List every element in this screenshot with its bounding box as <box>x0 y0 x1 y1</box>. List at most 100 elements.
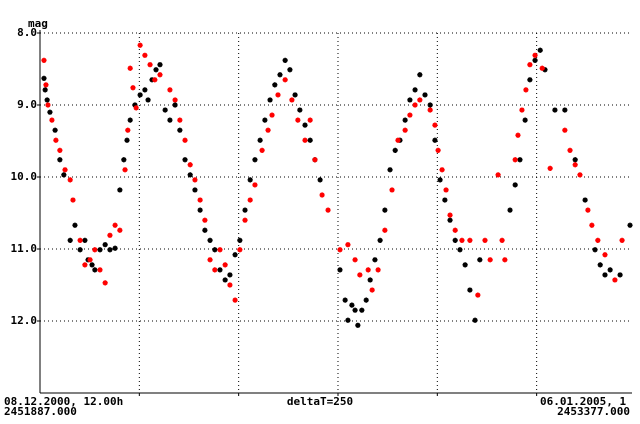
data-point <box>287 67 293 73</box>
data-point <box>412 102 418 108</box>
x-start-jd: 2451887.000 <box>4 405 77 418</box>
data-point <box>619 237 625 243</box>
data-point <box>137 92 143 98</box>
data-point <box>402 117 408 123</box>
data-point <box>389 187 395 193</box>
data-point <box>597 262 603 268</box>
data-point <box>45 102 51 108</box>
data-point <box>325 207 331 213</box>
data-point <box>317 177 323 183</box>
data-point <box>132 102 138 108</box>
data-point <box>589 222 595 228</box>
data-point <box>67 177 73 183</box>
data-point <box>62 167 68 173</box>
data-point <box>352 257 358 263</box>
x-step: deltaT=250 <box>287 395 353 408</box>
data-point <box>47 109 53 115</box>
data-point <box>375 267 381 273</box>
data-point <box>172 102 178 108</box>
data-point <box>77 247 83 253</box>
data-point <box>97 267 103 273</box>
data-point <box>232 252 238 258</box>
data-point <box>459 237 465 243</box>
data-point <box>365 267 371 273</box>
data-point <box>272 82 278 88</box>
data-point <box>197 207 203 213</box>
data-point <box>112 245 118 251</box>
data-point <box>130 85 136 91</box>
data-point <box>44 97 50 103</box>
data-point <box>82 262 88 268</box>
data-point <box>527 62 533 68</box>
data-point <box>427 107 433 113</box>
data-point <box>177 127 183 133</box>
data-point <box>552 107 558 113</box>
data-point <box>447 217 453 223</box>
data-point <box>122 167 128 173</box>
data-point <box>363 297 369 303</box>
data-point <box>107 232 113 238</box>
data-point <box>432 137 438 143</box>
data-point <box>372 257 378 263</box>
data-point <box>345 317 351 323</box>
data-point <box>345 242 351 248</box>
data-point <box>53 137 59 143</box>
y-tick-label: 11.0 <box>11 242 38 255</box>
data-point <box>617 272 623 278</box>
data-point <box>277 72 283 78</box>
data-point <box>439 167 445 173</box>
data-point <box>462 262 468 268</box>
data-point <box>237 237 243 243</box>
data-point <box>567 147 573 153</box>
data-point <box>585 207 591 213</box>
data-point <box>202 217 208 223</box>
data-point <box>302 137 308 143</box>
data-point <box>127 65 133 71</box>
data-point <box>307 137 313 143</box>
data-point <box>527 77 533 83</box>
data-point <box>127 117 133 123</box>
data-point <box>572 162 578 168</box>
data-point <box>592 247 598 253</box>
data-point <box>355 322 361 328</box>
data-point <box>467 287 473 293</box>
x-end-date: 06.01.2005, 1 <box>540 395 626 408</box>
data-point <box>49 117 55 123</box>
data-point <box>447 212 453 218</box>
data-point <box>612 277 618 283</box>
data-point <box>117 187 123 193</box>
data-point <box>142 87 148 93</box>
data-point <box>582 197 588 203</box>
data-point <box>157 72 163 78</box>
data-point <box>227 272 233 278</box>
data-point <box>407 97 413 103</box>
data-point <box>297 107 303 113</box>
data-point <box>537 47 543 53</box>
data-point <box>443 187 449 193</box>
data-point <box>539 65 545 71</box>
data-point <box>57 147 63 153</box>
data-point <box>382 227 388 233</box>
data-point <box>265 127 271 133</box>
data-point <box>517 157 523 163</box>
data-point <box>237 247 243 253</box>
data-point <box>392 147 398 153</box>
data-point <box>572 157 578 163</box>
data-point <box>369 287 375 293</box>
data-point <box>247 197 253 203</box>
data-point <box>472 317 478 323</box>
y-tick-label: 12.0 <box>11 314 38 327</box>
data-point <box>182 137 188 143</box>
data-point <box>133 105 139 111</box>
data-point <box>562 127 568 133</box>
data-point <box>137 42 143 48</box>
data-point <box>475 292 481 298</box>
data-point <box>467 237 473 243</box>
data-point <box>357 272 363 278</box>
data-point <box>435 147 441 153</box>
data-point <box>217 247 223 253</box>
data-point <box>152 77 158 83</box>
data-point <box>207 237 213 243</box>
x-end-jd: 2453377.000 <box>557 405 630 418</box>
